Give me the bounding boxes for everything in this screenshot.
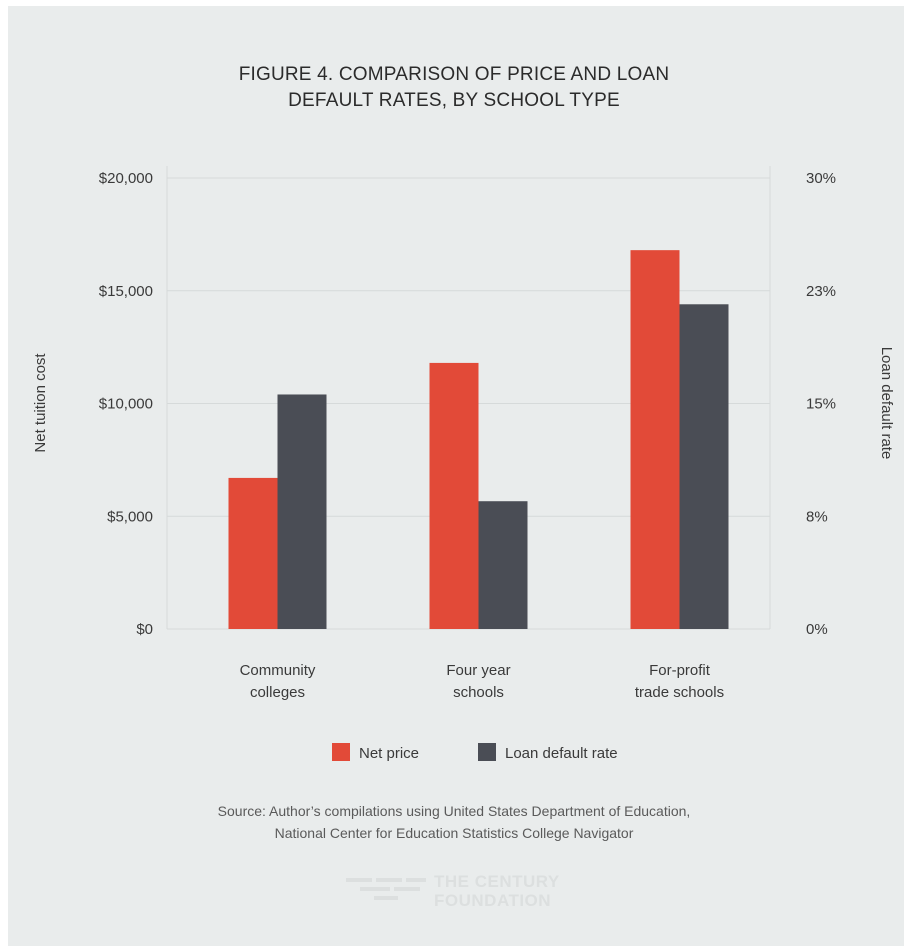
- source-line-2: National Center for Education Statistics…: [274, 825, 634, 841]
- legend: Net price Loan default rate: [332, 743, 618, 762]
- legend-label: Loan default rate: [505, 745, 618, 762]
- right-tick-label: 8%: [806, 508, 828, 525]
- left-tick-label: $20,000: [99, 170, 153, 187]
- chart-title-line-2: DEFAULT RATES, BY SCHOOL TYPE: [288, 90, 620, 111]
- category-label: trade schools: [635, 684, 724, 701]
- category-label: colleges: [250, 684, 305, 701]
- logo-text-line-2: FOUNDATION: [434, 891, 552, 910]
- logo-text-line-1: THE CENTURY: [434, 872, 560, 891]
- legend-label: Net price: [359, 745, 419, 762]
- category-labels: Community colleges Four year schools For-pro…: [240, 662, 725, 701]
- century-foundation-logo-icon: [346, 878, 426, 900]
- source-note: Source: Author’s compilations using Unit…: [0, 800, 908, 844]
- bar-net-price: [630, 250, 680, 629]
- bar-loan-default-rate: [478, 501, 528, 629]
- category-label: For-profit: [649, 662, 711, 679]
- right-tick-label: 30%: [806, 170, 836, 187]
- right-tick-label: 23%: [806, 283, 836, 300]
- right-axis-title: Loan default rate: [878, 347, 895, 460]
- chart-title-line-1: FIGURE 4. COMPARISON OF PRICE AND LOAN: [238, 64, 670, 85]
- bar-loan-default-rate: [679, 304, 729, 629]
- left-tick-label: $10,000: [99, 396, 153, 413]
- left-axis-ticks: $0 $5,000 $10,000 $15,000 $20,000: [99, 170, 153, 638]
- right-tick-label: 15%: [806, 396, 836, 413]
- right-axis-ticks: 0% 8% 15% 23% 30%: [806, 170, 836, 638]
- category-label: schools: [453, 684, 504, 701]
- left-tick-label: $15,000: [99, 283, 153, 300]
- right-tick-label: 0%: [806, 621, 828, 638]
- legend-swatch: [332, 743, 350, 761]
- century-foundation-logo: THE CENTURY FOUNDATION: [346, 872, 586, 912]
- legend-swatch: [478, 743, 496, 761]
- left-tick-label: $0: [136, 621, 153, 638]
- source-line-1: Source: Author’s compilations using Unit…: [217, 803, 691, 819]
- bar-net-price: [228, 477, 278, 629]
- category-label: Four year: [446, 662, 510, 679]
- left-tick-label: $5,000: [107, 508, 153, 525]
- left-axis-title: Net tuition cost: [32, 353, 49, 453]
- chart-title: FIGURE 4. COMPARISON OF PRICE AND LOAN D…: [0, 62, 908, 114]
- category-label: Community: [240, 662, 316, 679]
- bars: [228, 250, 729, 629]
- bar-net-price: [429, 362, 479, 629]
- bar-loan-default-rate: [277, 394, 327, 629]
